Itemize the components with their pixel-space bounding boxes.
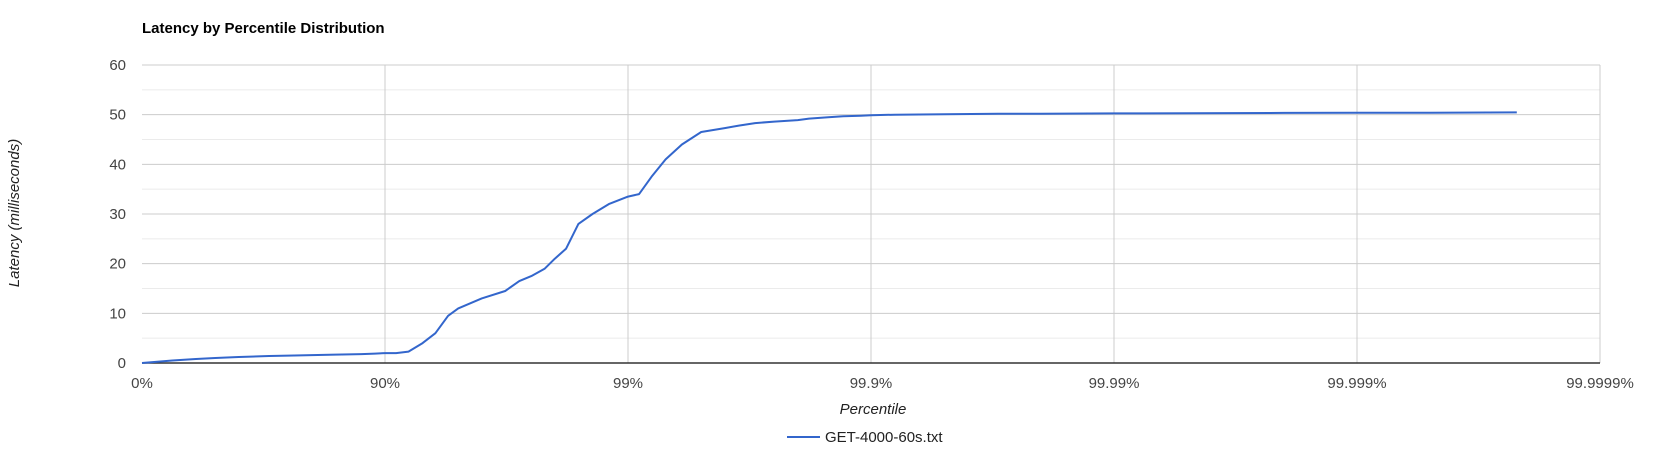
grid-layer <box>142 64 1601 363</box>
x-tick-label: 90% <box>370 375 400 392</box>
chart-title: Latency by Percentile Distribution <box>142 20 385 37</box>
x-axis-title: Percentile <box>840 401 907 418</box>
legend: GET-4000-60s.txt <box>787 429 943 446</box>
axis-layer: 0 10 20 30 40 50 60 0% 90% 99% 99.9% 99.99% 99.999% 9… <box>109 57 1633 392</box>
legend-label: GET-4000-60s.txt <box>825 429 943 446</box>
y-tick-label: 40 <box>109 156 126 173</box>
y-tick-label: 10 <box>109 305 126 322</box>
x-tick-label: 99.9% <box>850 375 893 392</box>
y-axis-title: Latency (milliseconds) <box>6 139 23 287</box>
series-line <box>141 111 1517 364</box>
series-layer <box>141 111 1517 364</box>
y-tick-label: 60 <box>109 57 126 74</box>
x-tick-label: 0% <box>131 375 153 392</box>
x-tick-label: 99.9999% <box>1566 375 1634 392</box>
x-tick-label: 99% <box>613 375 643 392</box>
x-tick-label: 99.99% <box>1089 375 1140 392</box>
y-tick-label: 50 <box>109 107 126 124</box>
y-tick-label: 0 <box>118 355 126 372</box>
y-tick-label: 20 <box>109 256 126 273</box>
x-tick-label: 99.999% <box>1327 375 1386 392</box>
y-tick-label: 30 <box>109 206 126 223</box>
